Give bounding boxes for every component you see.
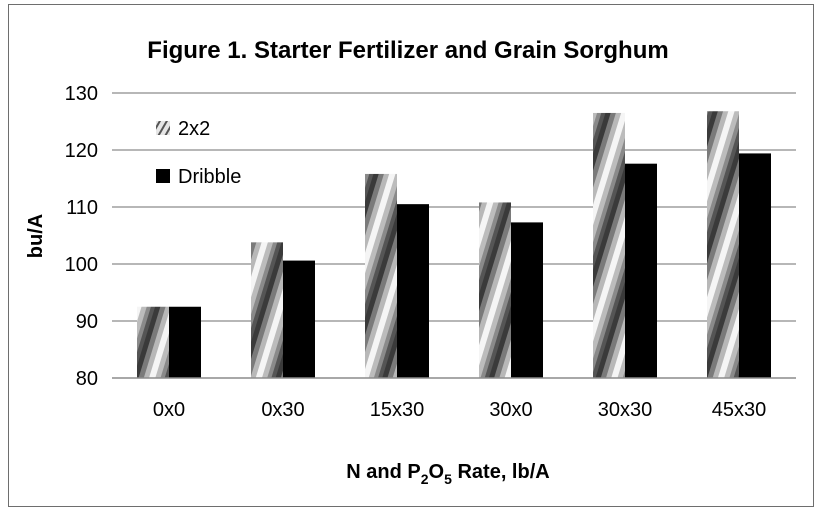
x-tick-label: 0x30: [261, 399, 304, 421]
bar-2x2: [137, 306, 169, 378]
x-tick-label: 30x30: [598, 399, 653, 421]
y-axis-label: bu/A: [25, 214, 47, 258]
y-tick-label: 110: [66, 197, 98, 219]
legend-label-dribble: Dribble: [178, 166, 241, 188]
gridlines: [112, 92, 796, 322]
x-axis-ticks: 0x0 0x30 15x30 30x0 30x30 45x30: [153, 399, 766, 421]
legend-swatch-dribble: [156, 169, 170, 183]
x-tick-label: 0x0: [153, 399, 185, 421]
y-tick-label: 120: [65, 140, 98, 162]
x-axis-label: N and P2O5 Rate, lb/A: [346, 461, 549, 487]
bar-dribble: [739, 153, 771, 378]
bar-dribble: [169, 306, 201, 378]
chart-title: Figure 1. Starter Fertilizer and Grain S…: [147, 37, 668, 64]
bar-2x2: [479, 202, 511, 378]
x-tick-label: 45x30: [712, 399, 767, 421]
y-tick-label: 100: [65, 254, 98, 276]
bar-dribble: [625, 163, 657, 378]
y-tick-label: 80: [76, 368, 98, 390]
y-tick-label: 130: [65, 83, 98, 105]
y-axis-ticks: 80 90 100 110 120 130: [65, 83, 98, 390]
bar-dribble: [511, 222, 543, 378]
x-tick-label: 15x30: [370, 399, 425, 421]
bar-dribble: [283, 260, 315, 378]
bar-dribble: [397, 204, 429, 378]
y-tick-label: 90: [76, 311, 98, 333]
bar-2x2: [365, 173, 397, 378]
bar-2x2: [707, 111, 739, 379]
x-tick-label: 30x0: [489, 399, 532, 421]
bar-2x2: [251, 242, 283, 378]
bar-2x2: [593, 112, 625, 378]
bars: [137, 111, 771, 379]
legend-swatch-2x2: [156, 121, 170, 135]
legend: 2x2 Dribble: [156, 118, 241, 188]
legend-label-2x2: 2x2: [178, 118, 210, 140]
